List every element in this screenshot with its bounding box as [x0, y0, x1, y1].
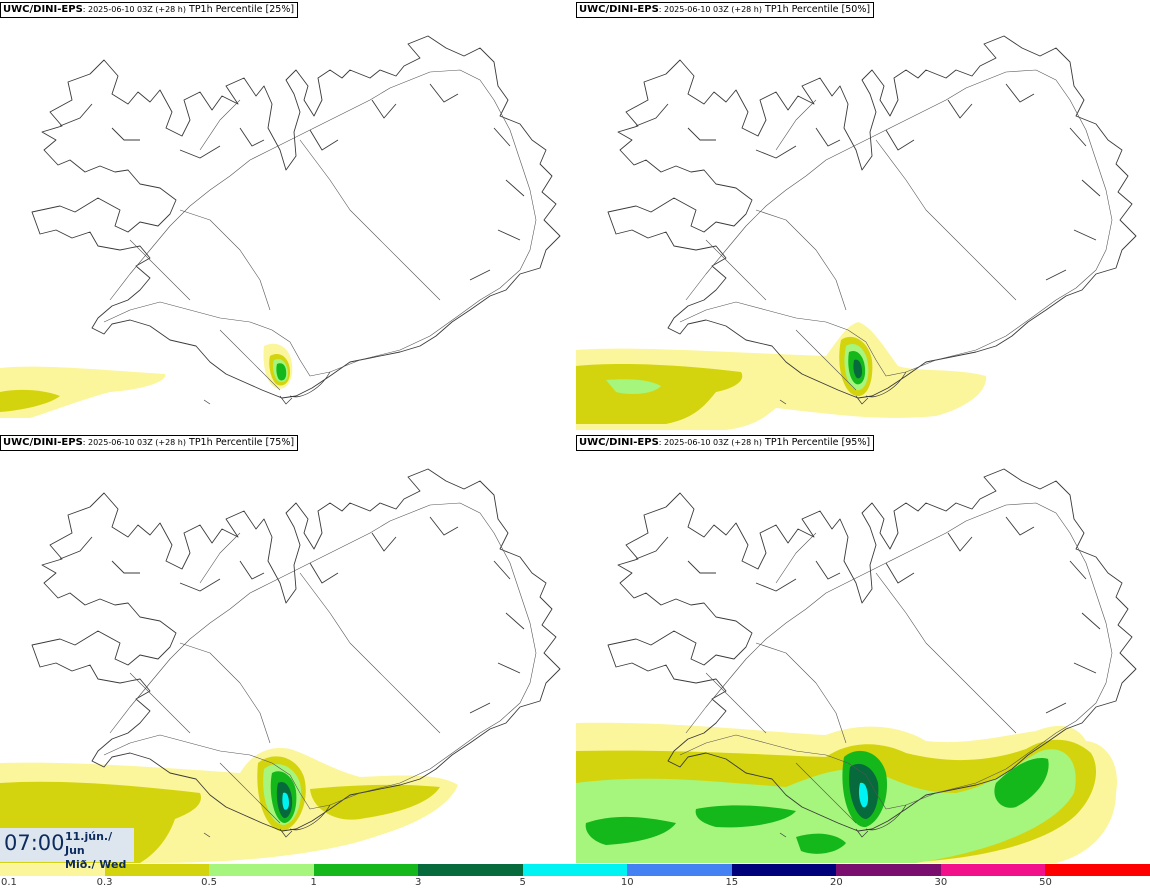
valid-time-box: 07:00 11.jún./ Jun Mið./ Wed: [0, 828, 134, 871]
valid-date-line2: Mið./ Wed: [65, 858, 127, 871]
panel-title: UWC/DINI-EPS: 2025-06-10 03Z (+28 h) TP1…: [0, 435, 299, 451]
precip-3: [853, 359, 862, 379]
colorbar-segment: [836, 864, 941, 876]
map-canvas: [0, 468, 561, 863]
run-info: : 2025-06-10 03Z (+28 h): [658, 438, 762, 447]
valid-date-line1: 11.jún./ Jun: [65, 830, 113, 857]
model-name: UWC/DINI-EPS: [3, 4, 83, 15]
precip-0.3: [310, 784, 440, 820]
colorbar-label: 10: [620, 877, 634, 888]
colorbar-label: 0.1: [1, 877, 17, 888]
precip-0.1: [0, 366, 166, 418]
colorbar-segment: [209, 864, 314, 876]
map-canvas: [576, 468, 1137, 863]
precip-1: [994, 758, 1049, 808]
model-name: UWC/DINI-EPS: [579, 437, 659, 448]
precip-1: [585, 816, 676, 845]
colorbar-label: 50: [1039, 877, 1052, 888]
run-info: : 2025-06-10 03Z (+28 h): [82, 5, 186, 14]
precip-0.3: [576, 364, 743, 424]
precip-0.5: [606, 379, 661, 394]
colorbar-segment: [418, 864, 523, 876]
precip-field: [0, 343, 293, 418]
precip-0.3: [0, 389, 60, 412]
precip-1: [796, 833, 846, 854]
map-panel-p75: UWC/DINI-EPS: 2025-06-10 03Z (+28 h) TP1…: [0, 433, 572, 863]
colorbar-label: 20: [829, 877, 843, 888]
map-canvas: [0, 35, 561, 418]
precip-field: [576, 722, 1117, 863]
colorbar-segment: [313, 864, 419, 876]
colorbar-segment: [104, 864, 210, 876]
variable-name: TP1h Percentile [75%]: [189, 437, 295, 448]
precip-0.5: [800, 786, 830, 810]
colorbar-segment: [0, 864, 105, 876]
colorbar-segment: [627, 864, 732, 876]
colorbar-segment: [522, 864, 628, 876]
precip-1: [695, 805, 796, 828]
valid-date: 11.jún./ Jun Mið./ Wed: [65, 830, 134, 872]
colorbar-label: 15: [725, 877, 739, 888]
colorbar-segment: [1045, 864, 1150, 876]
panel-title: UWC/DINI-EPS: 2025-06-10 03Z (+28 h) TP1…: [0, 2, 299, 18]
variable-name: TP1h Percentile [95%]: [765, 437, 871, 448]
map-canvas: [576, 35, 1137, 430]
precip-0.5: [576, 749, 1076, 863]
colorbar-labels: 0.1 0.3 0.5 1 3 5 10 15 20 30 50: [0, 877, 1150, 891]
map-panel-p50: UWC/DINI-EPS: 2025-06-10 03Z (+28 h) TP1…: [576, 0, 1148, 430]
precip-5: [858, 782, 868, 808]
panel-title: UWC/DINI-EPS: 2025-06-10 03Z (+28 h) TP1…: [576, 435, 875, 451]
iceland-coastline: [31, 35, 561, 405]
colorbar-label: 30: [934, 877, 948, 888]
variable-name: TP1h Percentile [25%]: [189, 4, 295, 15]
model-name: UWC/DINI-EPS: [579, 4, 659, 15]
precip-1: [276, 363, 287, 381]
colorbar-label: 3: [414, 877, 422, 888]
colorbar-label: 1: [310, 877, 317, 888]
colorbar-segment: [940, 864, 1046, 876]
colorbar-label: 0.3: [96, 877, 113, 888]
colorbar-label: 0.5: [201, 877, 218, 888]
colorbar-segment: [731, 864, 837, 876]
precip-field: [576, 322, 987, 430]
map-panel-p95: UWC/DINI-EPS: 2025-06-10 03Z (+28 h) TP1…: [576, 433, 1148, 863]
precip-colorbar: [0, 864, 1150, 876]
run-info: : 2025-06-10 03Z (+28 h): [82, 438, 186, 447]
colorbar-label: 5: [519, 877, 526, 888]
valid-time: 07:00: [4, 831, 65, 855]
run-info: : 2025-06-10 03Z (+28 h): [658, 5, 762, 14]
map-panel-p25: UWC/DINI-EPS: 2025-06-10 03Z (+28 h) TP1…: [0, 0, 572, 430]
precip-5: [282, 792, 289, 810]
model-name: UWC/DINI-EPS: [3, 437, 83, 448]
panel-title: UWC/DINI-EPS: 2025-06-10 03Z (+28 h) TP1…: [576, 2, 875, 18]
variable-name: TP1h Percentile [50%]: [765, 4, 871, 15]
